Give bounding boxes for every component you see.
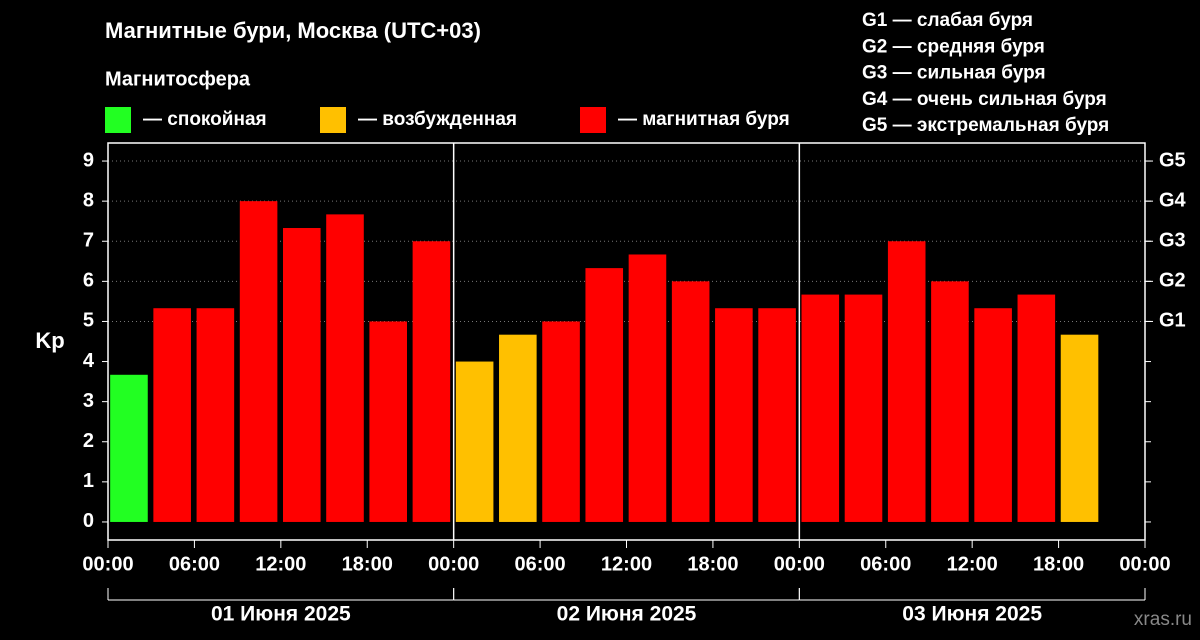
legend-swatch — [580, 107, 606, 133]
chart-title: Магнитные бури, Москва (UTC+03) — [105, 18, 481, 43]
scale-note: G3 — сильная буря — [862, 63, 1046, 84]
watermark: xras.ru — [1134, 609, 1192, 630]
y-tick-label: 4 — [83, 350, 95, 372]
day-label: 01 Июня 2025 — [211, 603, 351, 626]
bar — [153, 308, 191, 522]
y-tick-label: 1 — [83, 470, 94, 492]
bar — [110, 374, 148, 522]
scale-note: G2 — средняя буря — [862, 36, 1045, 57]
bar — [1060, 334, 1099, 522]
bar — [239, 201, 278, 522]
plot-frame — [107, 142, 1146, 541]
y-tick-label: 5 — [83, 310, 94, 332]
legend-label: — спокойная — [143, 109, 267, 130]
x-tick-label: 06:00 — [515, 553, 566, 575]
x-tick-label: 12:00 — [255, 553, 306, 575]
bar — [455, 361, 494, 522]
x-tick-label: 12:00 — [947, 553, 998, 575]
x-tick-label: 18:00 — [687, 553, 738, 575]
x-tick-label: 00:00 — [774, 553, 825, 575]
legend-label: — магнитная буря — [618, 109, 790, 130]
legend-swatch — [105, 107, 131, 133]
bar — [715, 308, 753, 522]
legend-label: — возбужденная — [358, 109, 517, 130]
y2-tick-label: G4 — [1159, 189, 1187, 211]
legend-title: Магнитосфера — [105, 68, 251, 90]
bar — [326, 214, 364, 522]
x-tick-label: 12:00 — [601, 553, 652, 575]
bar — [931, 281, 969, 522]
y2-tick-label: G1 — [1159, 310, 1186, 332]
y2-tick-label: G2 — [1159, 270, 1186, 292]
bar — [887, 241, 926, 522]
legend-swatch — [320, 107, 346, 133]
bar — [369, 321, 408, 522]
y2-tick-label: G3 — [1159, 230, 1186, 252]
y-tick-label: 3 — [83, 390, 94, 412]
bar — [499, 334, 537, 522]
x-tick-label: 00:00 — [428, 553, 479, 575]
x-tick-label: 18:00 — [1033, 553, 1084, 575]
y-tick-label: 6 — [83, 270, 94, 292]
y-tick-label: 9 — [83, 149, 94, 171]
bar — [412, 241, 451, 522]
bar — [1017, 294, 1056, 522]
bar — [585, 268, 624, 522]
bar — [282, 228, 321, 522]
y-tick-label: 8 — [83, 189, 94, 211]
day-label: 02 Июня 2025 — [557, 603, 697, 626]
x-tick-label: 06:00 — [860, 553, 911, 575]
y-tick-label: 2 — [83, 430, 94, 452]
scale-note: G1 — слабая буря — [862, 10, 1033, 31]
y2-tick-label: G5 — [1159, 149, 1186, 171]
bar — [801, 294, 840, 522]
day-label: 03 Июня 2025 — [902, 603, 1042, 626]
bar — [628, 254, 667, 522]
scale-note: G4 — очень сильная буря — [862, 89, 1107, 110]
x-tick-label: 18:00 — [342, 553, 393, 575]
bar — [844, 294, 883, 522]
bar — [974, 308, 1012, 522]
y-tick-label: 7 — [83, 230, 94, 252]
bar — [196, 308, 235, 522]
x-tick-label: 00:00 — [1119, 553, 1170, 575]
y-axis-label: Kp — [35, 328, 64, 353]
y-tick-label: 0 — [83, 510, 94, 532]
scale-note: G5 — экстремальная буря — [862, 115, 1109, 136]
bar — [542, 321, 580, 522]
bar — [671, 281, 710, 522]
x-tick-label: 00:00 — [82, 553, 133, 575]
x-tick-label: 06:00 — [169, 553, 220, 575]
bar — [758, 308, 796, 522]
